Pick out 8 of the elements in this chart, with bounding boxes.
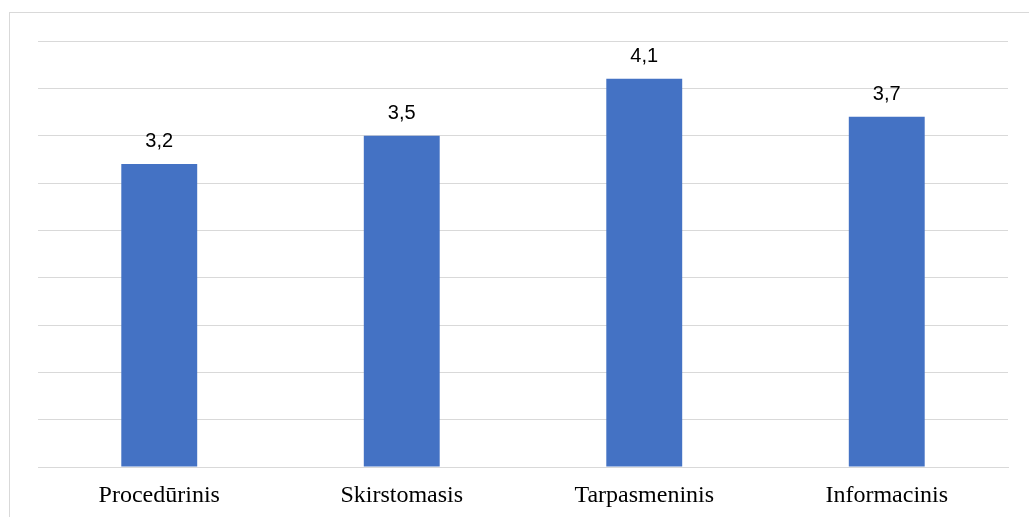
x-tick-label: Skirstomasis <box>340 480 464 507</box>
x-tick-label: Tarpasmeninis <box>574 480 715 507</box>
data-label: 3,7 <box>872 81 901 104</box>
x-tick-label: Informacinis <box>825 480 949 507</box>
data-label: 4,1 <box>630 43 659 66</box>
data-label: 3,5 <box>387 100 416 123</box>
data-label: 3,2 <box>145 129 174 152</box>
x-tick-label: Procedūrinis <box>98 480 220 507</box>
